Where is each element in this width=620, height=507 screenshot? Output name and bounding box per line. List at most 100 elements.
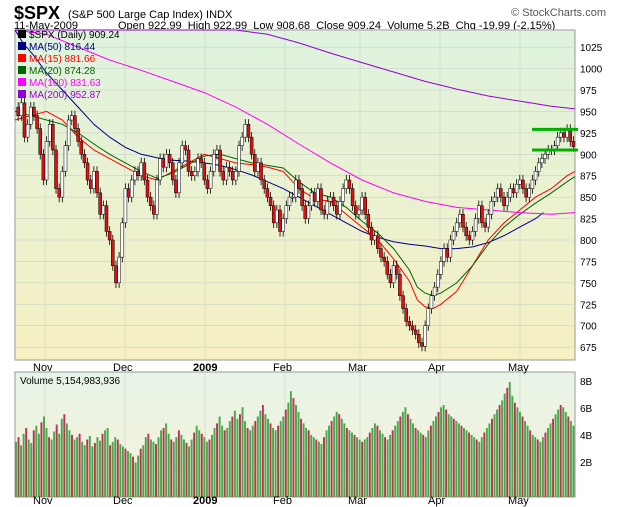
volume-bar: [371, 428, 374, 497]
volume-bar: [249, 430, 252, 497]
volume-bar: [282, 416, 285, 497]
price-bar: [306, 205, 311, 219]
price-bar: [35, 115, 39, 129]
volume-bar: [572, 425, 575, 497]
price-bar: [568, 129, 573, 142]
price-bar: [398, 274, 402, 296]
volume-bar: [491, 418, 493, 497]
price-bar: [120, 222, 125, 258]
volume-bar: [379, 430, 381, 497]
price-bar: [202, 162, 207, 181]
volume-bar: [300, 418, 303, 497]
volume-bar: [358, 439, 361, 497]
volume-bar: [427, 430, 430, 497]
price-bar: [73, 115, 77, 129]
volume-bar: [496, 409, 499, 497]
volume-bar: [20, 445, 23, 497]
volume-bar: [480, 437, 483, 497]
y-tick-label: 800: [580, 236, 597, 247]
volume-bar: [485, 428, 488, 497]
volume-bar: [185, 442, 188, 497]
price-bar: [540, 158, 544, 164]
volume-bar: [498, 405, 501, 497]
price-bar: [432, 286, 437, 296]
volume-bar: [381, 433, 384, 497]
volume-bar: [417, 430, 420, 497]
price-bar: [123, 188, 128, 224]
price-bar: [66, 119, 71, 146]
y-tick-label: 1025: [580, 43, 603, 54]
volume-bar: [216, 423, 219, 497]
y-tick-label: 825: [580, 215, 597, 226]
price-bar: [38, 128, 42, 155]
price-bar: [281, 218, 285, 232]
volume-bar: [132, 456, 135, 497]
price-bar: [271, 205, 276, 224]
volume-bar: [452, 418, 455, 497]
price-bar: [98, 192, 102, 215]
price-bar: [420, 342, 424, 347]
price-bar: [423, 325, 427, 347]
volume-bar: [422, 434, 425, 497]
price-bar: [480, 205, 484, 224]
price-bar: [344, 179, 349, 189]
volume-bar: [183, 439, 185, 497]
volume-bar: [101, 433, 104, 497]
volume-bar: [305, 428, 308, 497]
price-bar: [357, 209, 361, 215]
price-bar: [126, 188, 131, 198]
volume-bar: [529, 430, 532, 497]
volume-bar: [188, 446, 191, 497]
volume-bar: [292, 398, 295, 497]
volume-bar: [501, 400, 504, 497]
volume-bar: [310, 434, 313, 497]
volume-bar: [351, 432, 353, 497]
volume-bar: [104, 430, 107, 497]
volume-bar: [233, 410, 236, 497]
legend-label: MA(200) 952.87: [29, 90, 101, 101]
volume-bar: [274, 430, 277, 497]
price-bar: [335, 205, 339, 215]
volume-tick-label: 4B: [580, 431, 593, 442]
price-bar: [117, 256, 121, 284]
price-bar: [518, 179, 522, 185]
volume-bar: [338, 414, 341, 497]
price-bar: [240, 136, 244, 146]
volume-bar: [65, 423, 68, 497]
volume-bar: [297, 411, 300, 497]
price-bar: [499, 188, 503, 198]
volume-bar: [152, 441, 155, 497]
volume-bar: [137, 455, 140, 497]
price-bar: [527, 188, 532, 198]
volume-bar: [160, 430, 163, 497]
price-bar: [205, 179, 210, 189]
volume-bar: [35, 425, 38, 497]
volume-bar: [81, 441, 84, 497]
volume-bar: [236, 418, 239, 497]
legend-swatch: [18, 78, 26, 86]
volume-bar: [195, 425, 198, 497]
volume-bar: [437, 411, 440, 497]
price-bar: [536, 162, 541, 172]
price-bar: [193, 171, 197, 176]
volume-bar: [91, 446, 94, 497]
price-bar: [319, 188, 323, 211]
price-bar: [404, 308, 408, 322]
price-bar: [448, 239, 453, 258]
volume-bar: [226, 428, 229, 497]
price-bar: [57, 188, 61, 198]
price-bar: [467, 235, 472, 241]
volume-bar: [48, 437, 51, 497]
legend-label: MA(50) 816.44: [29, 42, 96, 53]
volume-bar: [53, 431, 56, 497]
price-bar: [495, 188, 500, 198]
price-bar: [47, 124, 52, 142]
ma-line: [15, 29, 576, 110]
price-bar: [230, 171, 235, 181]
volume-bar: [356, 437, 359, 497]
volume-bar: [404, 407, 407, 497]
volume-bar: [175, 437, 178, 497]
price-bar: [445, 248, 449, 258]
volume-bar: [302, 423, 305, 497]
